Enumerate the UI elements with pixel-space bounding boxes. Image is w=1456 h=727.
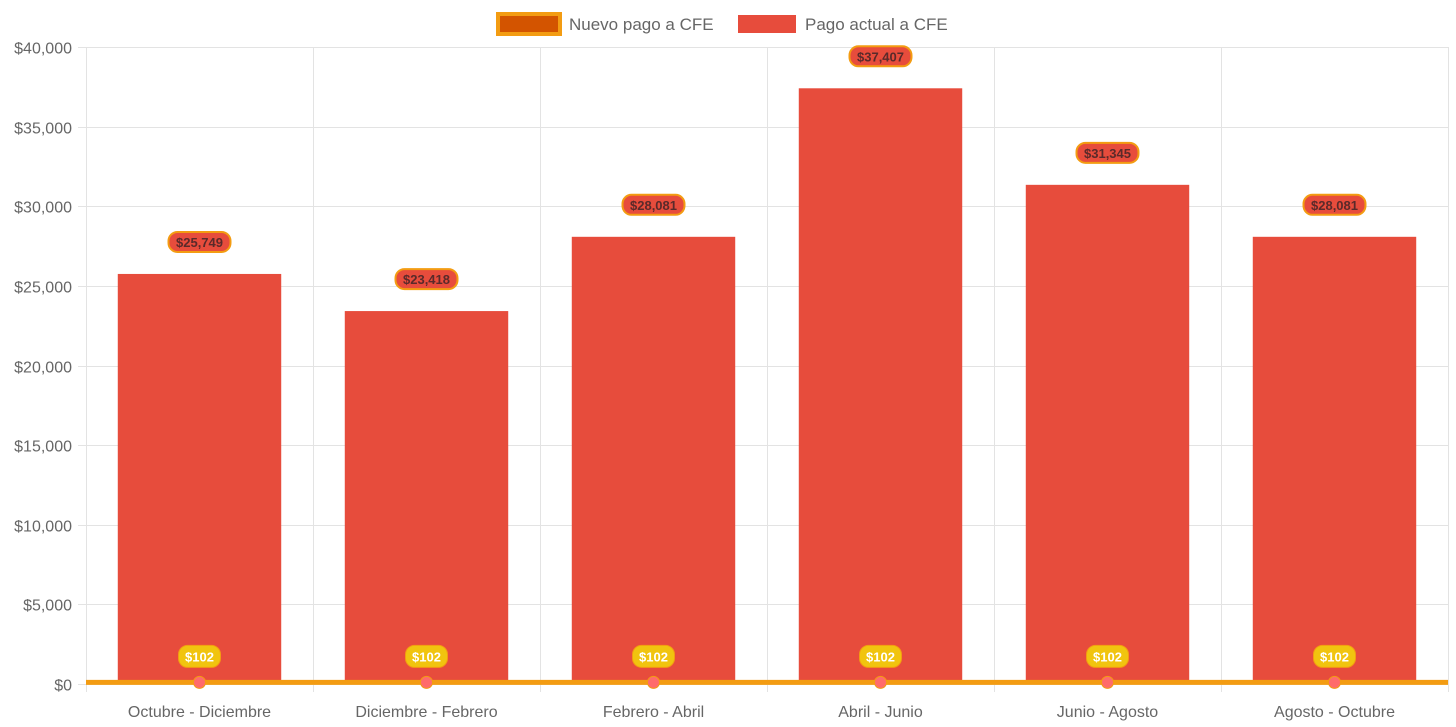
- bar-value-badge: [1302, 193, 1367, 216]
- bar-value-badge: [848, 45, 913, 68]
- y-tick-label: $20,000: [14, 360, 72, 377]
- grid: [78, 47, 1449, 692]
- line-value-label: $102: [1320, 649, 1349, 664]
- line-value-badge: [178, 644, 221, 668]
- line-point: [874, 675, 887, 689]
- legend-label-actual: Pago actual a CFE: [805, 15, 948, 34]
- bar-value-label: $31,345: [1084, 146, 1131, 161]
- line-value-badge: [405, 644, 448, 668]
- line-value-label: $102: [412, 649, 441, 664]
- line-value-label: $102: [1093, 649, 1122, 664]
- legend-label-nuevo: Nuevo pago a CFE: [569, 15, 714, 34]
- bar-value-badge: [1075, 141, 1140, 164]
- y-tick-label: $0: [54, 678, 72, 695]
- bar-value-label: $28,081: [1311, 198, 1358, 213]
- line-value-label: $102: [639, 649, 668, 664]
- x-tick-label: Abril - Junio: [838, 704, 923, 721]
- bar-value-label: $28,081: [630, 198, 677, 213]
- line-value-badge: [1086, 644, 1129, 668]
- bar: [798, 88, 963, 685]
- line-point: [193, 675, 206, 689]
- bar: [117, 273, 282, 684]
- bar-value-badge: [394, 268, 459, 291]
- bar-value-label: $23,418: [403, 272, 450, 287]
- line-point: [420, 675, 433, 689]
- bar-value-badge: [167, 230, 232, 253]
- y-tick-label: $5,000: [23, 598, 72, 615]
- bars: [117, 88, 1417, 685]
- y-tick-label: $10,000: [14, 519, 72, 536]
- line-value-label: $102: [185, 649, 214, 664]
- line-point: [647, 675, 660, 689]
- x-tick-label: Junio - Agosto: [1057, 704, 1159, 721]
- legend: Nuevo pago a CFE Pago actual a CFE: [496, 12, 948, 36]
- y-tick-label: $35,000: [14, 121, 72, 138]
- bar: [1252, 236, 1417, 685]
- data-labels: $25,749 $23,418 $28,081 $37,407 $31,345 $28,0…: [167, 45, 1367, 668]
- line-point: [1328, 675, 1341, 689]
- bar-value-label: $37,407: [857, 49, 904, 64]
- x-tick-label: Octubre - Diciembre: [128, 704, 271, 721]
- bar-value-label: $25,749: [176, 235, 223, 250]
- axes: $0 $5,000 $10,000 $15,000 $20,000 $25,000 $30,…: [14, 41, 1395, 722]
- bar: [344, 311, 509, 684]
- legend-swatch-actual: [738, 15, 796, 33]
- y-tick-label: $40,000: [14, 41, 72, 58]
- line-value-label: $102: [866, 649, 895, 664]
- bar: [1025, 184, 1190, 684]
- x-tick-label: Agosto - Octubre: [1274, 704, 1395, 721]
- line-value-badge: [632, 644, 675, 668]
- y-tick-label: $15,000: [14, 439, 72, 456]
- bar-value-badge: [621, 193, 686, 216]
- line-series: [86, 675, 1448, 689]
- y-tick-label: $25,000: [14, 280, 72, 297]
- line-point: [1101, 675, 1114, 689]
- legend-swatch-nuevo: [496, 12, 562, 36]
- x-tick-label: Febrero - Abril: [603, 704, 704, 721]
- line-value-badge: [859, 644, 902, 668]
- x-tick-label: Diciembre - Febrero: [355, 704, 497, 721]
- bar: [571, 236, 736, 685]
- line-value-badge: [1313, 644, 1356, 668]
- y-tick-label: $30,000: [14, 200, 72, 217]
